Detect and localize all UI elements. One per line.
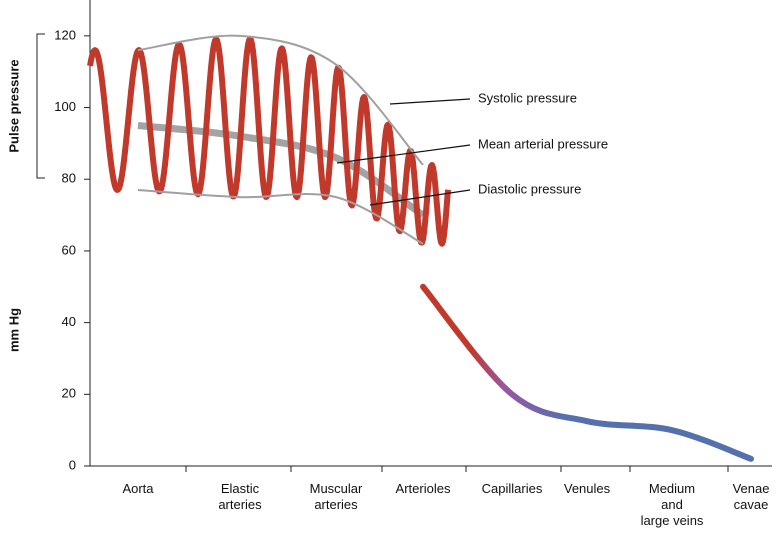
pulse-bracket: [36, 33, 45, 179]
y-tick-label: 20: [62, 386, 76, 401]
x-category-label: Venae cavae: [733, 481, 770, 512]
y-tick-label: 100: [54, 99, 76, 114]
y-tick-label: 120: [54, 27, 76, 42]
x-category-label: Muscular arteries: [310, 481, 363, 512]
x-category-label: Elastic arteries: [218, 481, 262, 512]
annotation-label: Mean arterial pressure: [478, 136, 608, 151]
annotation-label: Systolic pressure: [478, 90, 577, 105]
y-axis-label: mm Hg: [6, 308, 21, 352]
bracket-label: Pulse pressure: [6, 59, 21, 152]
y-tick-label: 40: [62, 314, 76, 329]
annotation-label: Diastolic pressure: [478, 181, 581, 196]
x-category-label: Aorta: [122, 481, 154, 496]
y-tick-label: 0: [69, 457, 76, 472]
annotation-leader: [389, 98, 471, 105]
x-category-label: Venules: [564, 481, 611, 496]
y-tick-label: 80: [62, 171, 76, 186]
diastolic-line: [137, 188, 424, 245]
x-category-label: Medium and large veins: [641, 481, 704, 528]
x-category-label: Arterioles: [396, 481, 451, 496]
y-tick-label: 60: [62, 242, 76, 257]
annotation-leader: [369, 189, 471, 206]
systolic-line: [137, 34, 424, 166]
x-category-label: Capillaries: [482, 481, 543, 496]
pressure-oscillation: [87, 35, 451, 247]
annotation-leader: [336, 144, 471, 164]
pressure-trace: [420, 283, 754, 462]
